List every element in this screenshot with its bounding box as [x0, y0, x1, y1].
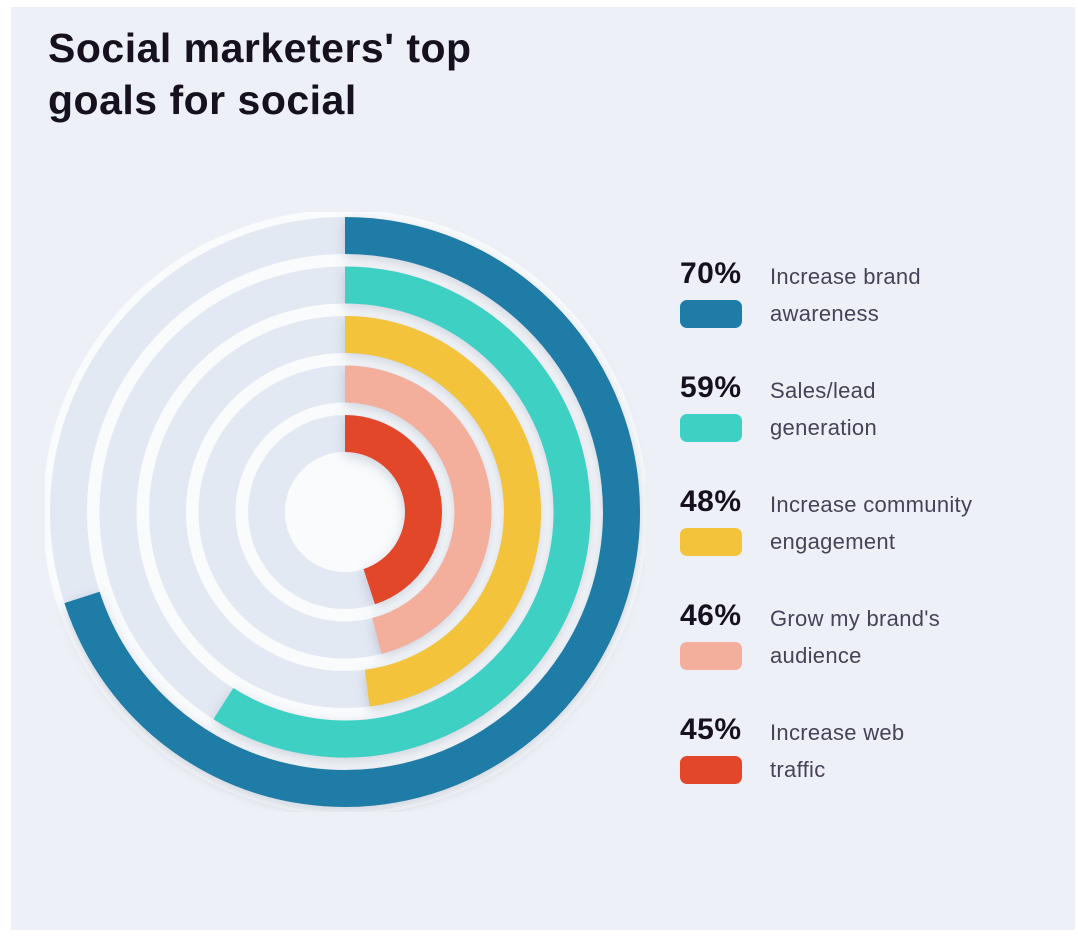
- radial-bar-chart: [45, 212, 645, 812]
- legend-item: 59% Sales/lead generation: [680, 370, 972, 446]
- ring-arc-increase-brand-awareness: [64, 217, 640, 807]
- ring-arcs: [64, 217, 640, 807]
- legend-item-key: 45%: [680, 712, 770, 784]
- legend-value: 45%: [680, 713, 742, 746]
- chart-title: Social marketers' top goals for social: [48, 22, 472, 126]
- legend-value: 48%: [680, 485, 742, 518]
- chart-center-hole: [285, 452, 405, 572]
- legend-label: Increase web traffic: [770, 720, 905, 782]
- chart-legend: 70% Increase brand awareness 59% Sales/lead g…: [680, 256, 972, 826]
- legend-swatch: [680, 300, 742, 328]
- legend-swatch: [680, 414, 742, 442]
- chart-title-line-2: goals for social: [48, 77, 357, 123]
- ring-arc-increase-community-engagement: [344, 316, 541, 707]
- legend-swatch: [680, 528, 742, 556]
- legend-item-key: 70%: [680, 256, 770, 328]
- legend-item: 48% Increase community engagement: [680, 484, 972, 560]
- legend-label: Sales/lead generation: [770, 378, 877, 440]
- legend-swatch: [680, 756, 742, 784]
- legend-item-key: 46%: [680, 598, 770, 670]
- legend-item: 46% Grow my brand's audience: [680, 598, 972, 674]
- legend-item: 45% Increase web traffic: [680, 712, 972, 788]
- legend-label: Increase community engagement: [770, 492, 973, 554]
- legend-value: 70%: [680, 257, 742, 290]
- ring-arc-increase-web-traffic: [344, 415, 442, 605]
- legend-item: 70% Increase brand awareness: [680, 256, 972, 332]
- legend-label: Grow my brand's audience: [770, 606, 941, 668]
- radial-bar-chart-graphic: [45, 212, 645, 812]
- legend-item-key: 59%: [680, 370, 770, 442]
- chart-title-line-1: Social marketers' top: [48, 25, 472, 71]
- legend-value: 59%: [680, 371, 742, 404]
- ring-arc-grow-my-brand-s-audience: [344, 365, 492, 654]
- legend-label: Increase brand awareness: [770, 264, 921, 326]
- legend-value: 46%: [680, 599, 742, 632]
- legend-swatch: [680, 642, 742, 670]
- ring-arc-sales-lead-generation: [213, 266, 591, 758]
- legend-item-key: 48%: [680, 484, 770, 556]
